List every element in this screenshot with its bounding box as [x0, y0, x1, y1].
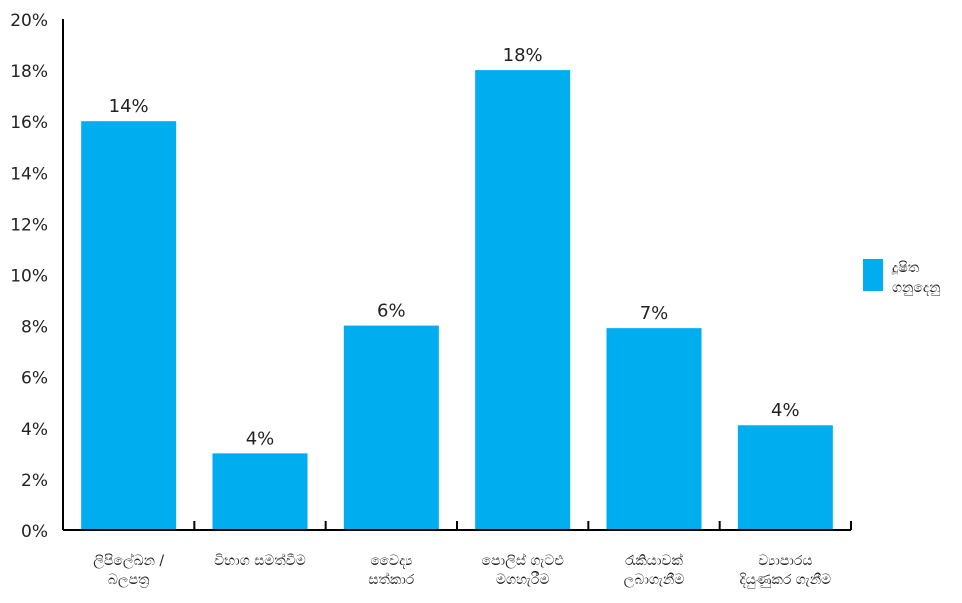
category-label: බලපත්‍ර — [108, 572, 150, 589]
category-label: සත්කාර — [368, 572, 414, 588]
data-label: 6% — [377, 301, 406, 322]
y-tick-label: 20% — [10, 11, 48, 31]
y-tick-label: 4% — [21, 420, 48, 440]
data-label: 7% — [640, 303, 669, 324]
legend: දූෂිත ගනුදෙනු — [863, 259, 941, 297]
data-label: 4% — [246, 428, 275, 449]
bar — [81, 121, 177, 530]
y-tick-label: 12% — [10, 215, 48, 235]
data-label: 4% — [771, 400, 800, 421]
bar — [475, 70, 571, 530]
bar — [212, 453, 308, 530]
data-label: 18% — [503, 45, 543, 66]
y-tick-label: 18% — [10, 62, 48, 82]
bar — [343, 325, 439, 530]
y-tick-label: 6% — [21, 369, 48, 389]
legend-label: දූෂිත ගනුදෙනු — [891, 260, 940, 297]
legend-swatch — [863, 259, 883, 291]
y-tick-label: 2% — [21, 471, 48, 491]
bars-group — [81, 70, 833, 530]
y-tick-label: 16% — [10, 113, 48, 133]
category-label: රැකියාවක් — [625, 553, 683, 569]
data-label: 14% — [109, 96, 149, 117]
axes-group — [62, 19, 852, 531]
category-label: විභාග සමත්වීම — [214, 553, 306, 569]
y-tick-label: 0% — [21, 522, 48, 542]
y-tick-label: 8% — [21, 318, 48, 338]
category-label: වෛද්‍ය — [370, 553, 412, 569]
y-tick-label: 10% — [10, 267, 48, 287]
category-labels-group: ලිපිලේඛන / බලපත්‍ර විභාග සමත්වීම වෛද්‍ය සත්ක… — [93, 553, 831, 589]
y-tick-label: 14% — [10, 164, 48, 184]
category-label: ව්‍යාපාරය — [758, 553, 812, 569]
category-label: දියුණුකර ගැනීම — [740, 572, 832, 589]
data-labels-group: 14% 4% 6% 18% 7% 4% — [109, 45, 800, 449]
bar — [737, 425, 833, 530]
category-label: ලිපිලේඛන / — [93, 553, 164, 569]
category-label: මගහැරීම — [496, 572, 550, 588]
y-tick-labels-group: 0% 2% 4% 6% 8% 10% 12% 14% 16% 18% 20% — [10, 11, 48, 542]
bar — [606, 328, 702, 530]
category-label: පොලිස් ගැටළු — [482, 553, 564, 569]
category-label: ලබාගැනීම — [624, 572, 685, 588]
